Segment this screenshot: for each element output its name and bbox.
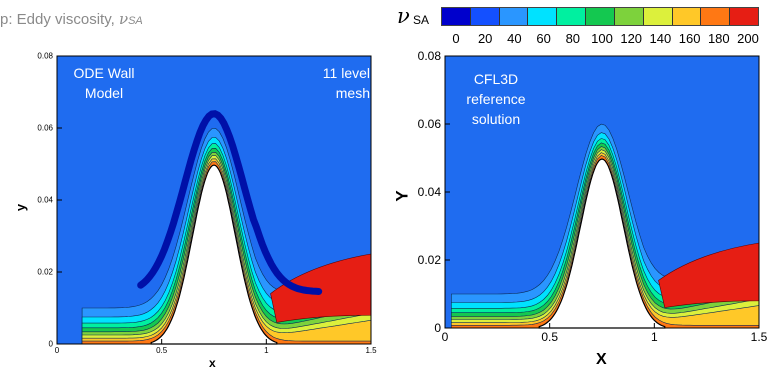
plot2-label: CFL3D reference solution xyxy=(466,71,526,127)
colorbar-swatch xyxy=(499,8,529,25)
y-tick-label: 0.06 xyxy=(37,123,53,133)
colorbar-tick-label: 40 xyxy=(507,31,522,46)
x-tick-label: 0 xyxy=(54,346,60,355)
y-tick-label: 0.04 xyxy=(417,185,441,199)
colorbar-tick-label: 140 xyxy=(649,31,672,46)
y-tick-label: 0.02 xyxy=(37,267,53,277)
colorbar-swatch xyxy=(614,8,644,25)
y-tick-label: 0.06 xyxy=(417,117,441,131)
colorbar-tick-label: 60 xyxy=(536,31,551,46)
plot1-ylabel: y xyxy=(13,203,29,212)
contour-plot-ode-wall-model xyxy=(56,55,372,345)
bump-wall xyxy=(150,164,278,345)
colorbar-tick-label: 180 xyxy=(707,31,730,46)
colorbar-swatch xyxy=(557,8,587,25)
colorbar-swatch xyxy=(701,8,731,25)
colorbar-symbol: ν xyxy=(397,4,410,28)
colorbar xyxy=(441,7,759,26)
colorbar-swatch xyxy=(586,8,615,25)
y-tick-label: 0 xyxy=(48,339,53,349)
colorbar-tick-label: 100 xyxy=(591,31,613,46)
colorbar-tick-label: 20 xyxy=(477,31,493,46)
y-tick-label: 0.08 xyxy=(417,49,441,63)
x-tick-label: 1 xyxy=(650,330,658,344)
colorbar-tick-label: 120 xyxy=(620,31,643,46)
colorbar-swatch xyxy=(730,8,758,25)
x-tick-label: 0.5 xyxy=(156,346,168,355)
y-tick-label: 0.04 xyxy=(37,195,53,205)
colorbar-swatch xyxy=(528,8,558,25)
y-tick-label: 0.08 xyxy=(37,51,53,61)
colorbar-tick-label: 80 xyxy=(565,31,581,46)
x-tick-label: 1 xyxy=(264,346,269,355)
bump-wall xyxy=(538,158,666,329)
colorbar-swatch xyxy=(672,8,702,25)
plot2-xlabel: X xyxy=(596,351,607,368)
x-tick-label: 0.5 xyxy=(541,330,558,344)
x-tick-label: 1.5 xyxy=(365,346,377,355)
contour-artifact-band xyxy=(137,110,323,295)
contour-plot-cfl3d-reference xyxy=(444,55,760,329)
x-tick-label: 1.5 xyxy=(750,330,768,344)
plot1-xlabel: x xyxy=(209,356,216,370)
y-tick-label: 0.02 xyxy=(417,253,441,267)
colorbar-swatch xyxy=(643,8,673,25)
plot1-label-left: ODE Wall Model xyxy=(73,65,135,101)
colorbar-tick-label: 0 xyxy=(452,31,460,46)
plot1-label-right: 11 level mesh xyxy=(322,65,370,101)
colorbar-swatch xyxy=(470,8,500,25)
colorbar-tick-label: 160 xyxy=(678,31,701,46)
page-title: p: Eddy viscosity, νSA xyxy=(0,10,143,28)
colorbar-subscript: SA xyxy=(413,13,430,27)
y-tick-label: 0 xyxy=(434,321,441,335)
colorbar-tick-label: 200 xyxy=(737,31,759,46)
colorbar-swatch xyxy=(442,8,471,25)
plot2-ylabel: Y xyxy=(392,190,412,202)
x-tick-label: 0 xyxy=(441,330,449,344)
